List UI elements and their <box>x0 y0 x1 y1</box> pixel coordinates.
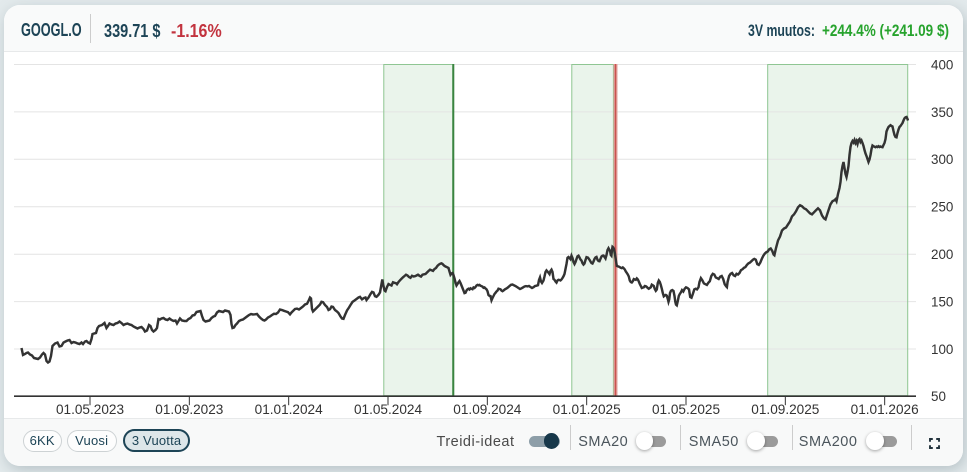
svg-text:250: 250 <box>931 200 953 215</box>
svg-text:400: 400 <box>931 57 953 72</box>
svg-text:350: 350 <box>931 105 953 120</box>
svg-text:300: 300 <box>931 152 953 167</box>
svg-text:01.09.2024: 01.09.2024 <box>453 402 521 417</box>
svg-text:01.01.2024: 01.01.2024 <box>255 402 323 417</box>
svg-text:01.01.2025: 01.01.2025 <box>553 402 621 417</box>
svg-text:01.05.2025: 01.05.2025 <box>652 402 720 417</box>
svg-text:01.09.2025: 01.09.2025 <box>751 402 819 417</box>
svg-text:100: 100 <box>931 342 953 357</box>
svg-text:01.09.2023: 01.09.2023 <box>155 402 223 417</box>
svg-text:01.05.2024: 01.05.2024 <box>354 402 422 417</box>
svg-text:01.01.2026: 01.01.2026 <box>851 402 919 417</box>
svg-text:200: 200 <box>931 247 953 262</box>
svg-text:150: 150 <box>931 295 953 310</box>
svg-text:01.05.2023: 01.05.2023 <box>56 402 124 417</box>
svg-text:50: 50 <box>931 389 946 404</box>
